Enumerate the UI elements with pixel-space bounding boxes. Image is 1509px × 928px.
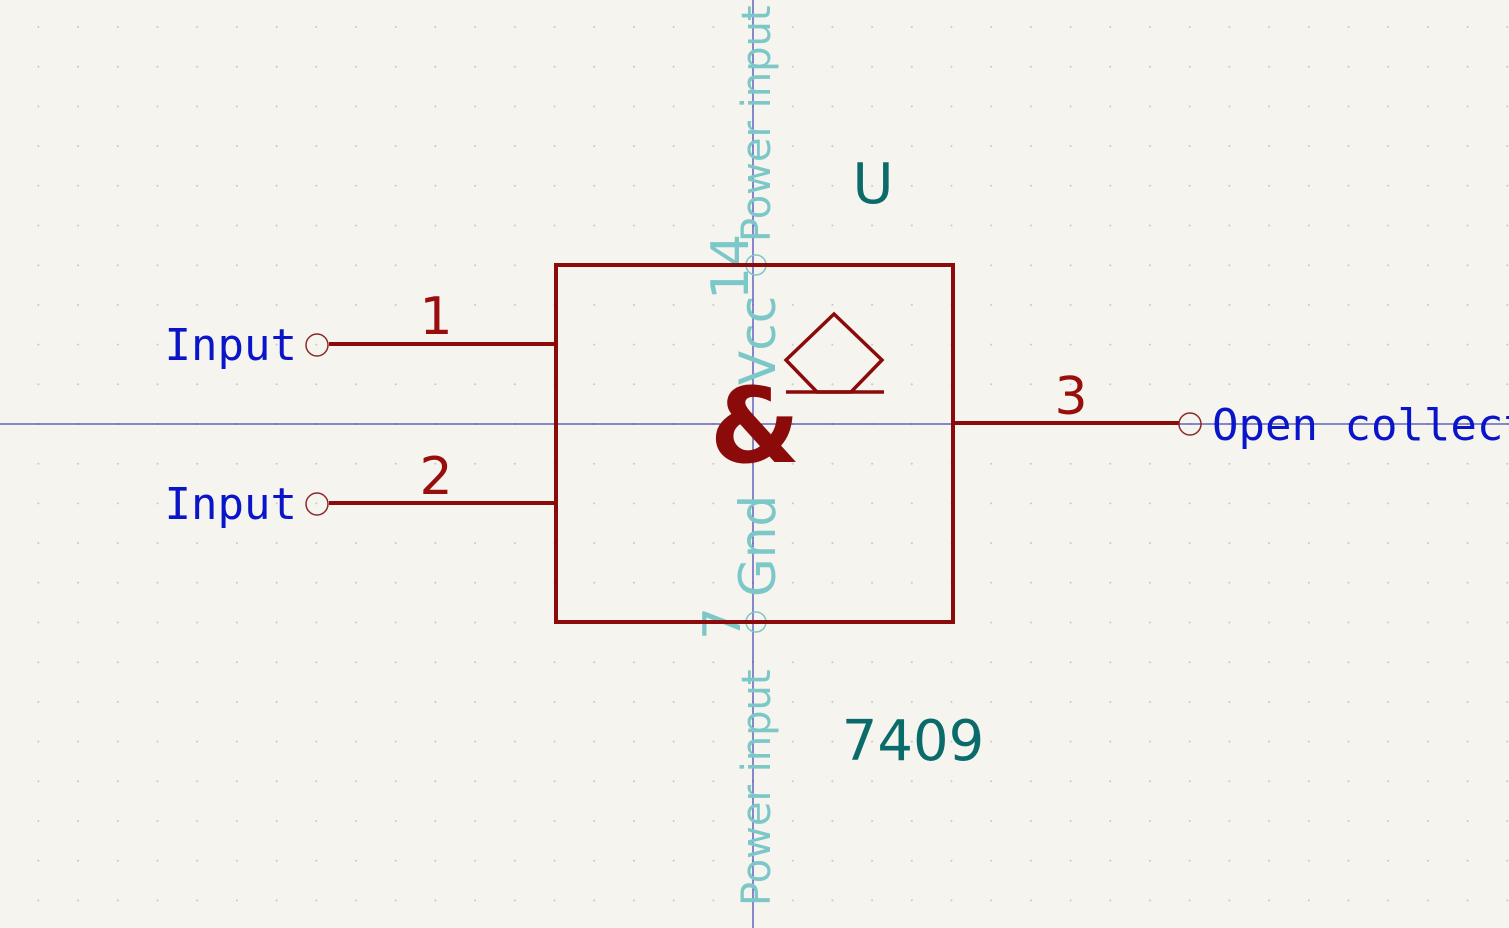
hidden-pin-gnd[interactable]: 7 Gnd Power input <box>693 495 787 906</box>
grid <box>37 26 1509 902</box>
pin-connection-point[interactable] <box>1178 412 1202 436</box>
pin-connection-point[interactable] <box>305 333 329 357</box>
pin-3[interactable]: 3 Open collector <box>953 367 1509 451</box>
pin-number: 2 <box>419 447 452 507</box>
pin-connection-point[interactable] <box>305 492 329 516</box>
pin-name: Input <box>165 320 297 371</box>
hidden-pin-name: Gnd <box>729 495 787 597</box>
reference-field[interactable]: U <box>853 152 894 217</box>
pin-number: 1 <box>419 287 452 347</box>
value-field[interactable]: 7409 <box>842 709 985 774</box>
pin-name: Input <box>165 479 297 530</box>
hidden-pin-type: Power input <box>734 669 780 906</box>
pin-1[interactable]: 1 Input <box>165 287 556 371</box>
hidden-pin-vcc[interactable]: 14 Vcc Power input <box>701 5 787 385</box>
pin-number: 3 <box>1054 367 1087 427</box>
symbol-body[interactable] <box>554 263 955 624</box>
pin-2[interactable]: 2 Input <box>165 447 556 530</box>
hidden-pin-name: Vcc <box>729 296 787 385</box>
hidden-pin-type: Power input <box>734 5 780 242</box>
open-collector-icon <box>783 311 885 394</box>
pin-name: Open collector <box>1212 400 1509 451</box>
and-function-glyph: & <box>710 365 801 487</box>
